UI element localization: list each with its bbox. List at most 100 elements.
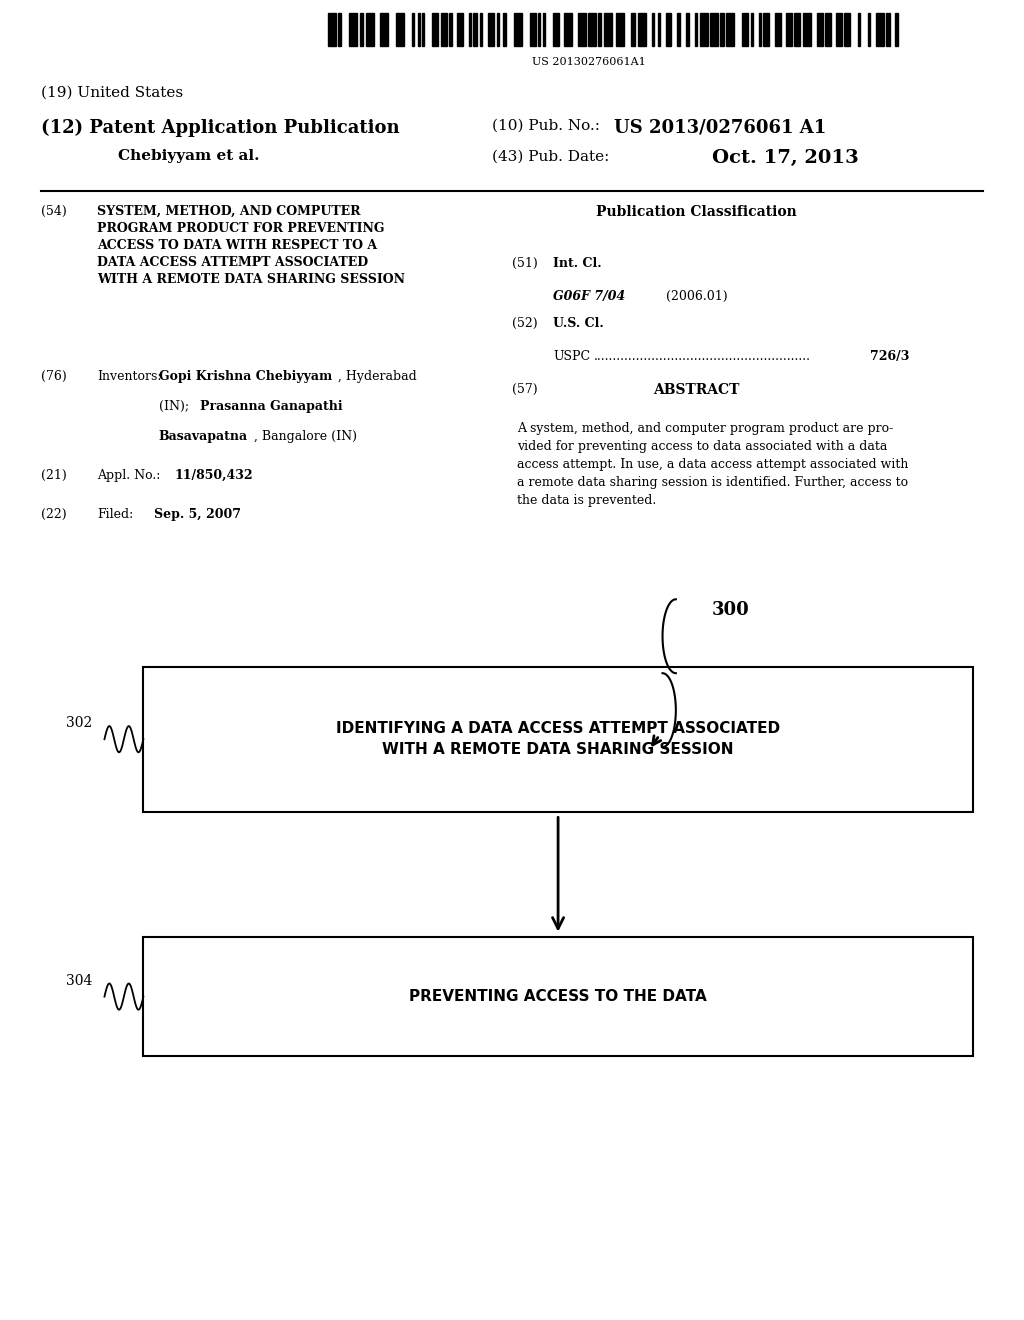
Text: (19) United States: (19) United States — [41, 86, 183, 100]
Text: USPC: USPC — [553, 350, 590, 363]
Bar — [412, 13, 414, 46]
Bar — [530, 13, 536, 46]
Bar — [588, 13, 596, 46]
Bar — [677, 13, 680, 46]
Text: (54): (54) — [41, 205, 67, 218]
Bar — [764, 13, 769, 46]
Text: 300: 300 — [712, 601, 750, 619]
Text: U.S. Cl.: U.S. Cl. — [553, 317, 604, 330]
Text: Int. Cl.: Int. Cl. — [553, 257, 601, 271]
Bar — [868, 13, 870, 46]
Text: US 2013/0276061 A1: US 2013/0276061 A1 — [614, 119, 826, 137]
Text: Filed:: Filed: — [97, 508, 133, 521]
Bar — [759, 13, 761, 46]
Bar — [741, 13, 748, 46]
Bar — [503, 13, 506, 46]
Bar — [604, 13, 612, 46]
Text: (76): (76) — [41, 370, 67, 383]
Bar — [450, 13, 452, 46]
Text: IDENTIFYING A DATA ACCESS ATTEMPT ASSOCIATED
WITH A REMOTE DATA SHARING SESSION: IDENTIFYING A DATA ACCESS ATTEMPT ASSOCI… — [336, 721, 780, 758]
Text: , Hyderabad: , Hyderabad — [338, 370, 417, 383]
Text: (57): (57) — [512, 383, 538, 396]
Bar — [858, 13, 860, 46]
Bar — [328, 13, 336, 46]
Bar — [632, 13, 635, 46]
Bar — [143, 667, 973, 812]
Bar — [539, 13, 541, 46]
Bar — [143, 937, 973, 1056]
Text: (43) Pub. Date:: (43) Pub. Date: — [492, 149, 609, 164]
Bar — [367, 13, 375, 46]
Bar — [695, 13, 697, 46]
Bar — [458, 13, 463, 46]
Bar — [422, 13, 424, 46]
Text: (IN);: (IN); — [159, 400, 193, 413]
Bar — [825, 13, 830, 46]
Text: , Bangalore (IN): , Bangalore (IN) — [254, 430, 357, 444]
Bar — [615, 13, 624, 46]
Text: 304: 304 — [66, 974, 92, 987]
Text: Chebiyyam et al.: Chebiyyam et al. — [118, 149, 259, 164]
Bar — [720, 13, 724, 46]
Text: (10) Pub. No.:: (10) Pub. No.: — [492, 119, 599, 133]
Text: Gopi Krishna Chebiyyam: Gopi Krishna Chebiyyam — [159, 370, 332, 383]
Text: (52): (52) — [512, 317, 538, 330]
Text: ........................................................: ........................................… — [594, 350, 811, 363]
Bar — [751, 13, 754, 46]
Bar — [726, 13, 734, 46]
Bar — [396, 13, 403, 46]
Text: G06F 7/04: G06F 7/04 — [553, 290, 626, 304]
Bar — [441, 13, 447, 46]
Bar — [844, 13, 850, 46]
Text: Basavapatna: Basavapatna — [159, 430, 248, 444]
Bar — [380, 13, 388, 46]
Bar — [786, 13, 792, 46]
Text: A system, method, and computer program product are pro-
vided for preventing acc: A system, method, and computer program p… — [517, 422, 908, 507]
Text: (12) Patent Application Publication: (12) Patent Application Publication — [41, 119, 399, 137]
Text: 11/850,432: 11/850,432 — [174, 469, 253, 482]
Bar — [432, 13, 438, 46]
Text: ABSTRACT: ABSTRACT — [653, 383, 739, 397]
Bar — [564, 13, 572, 46]
Bar — [514, 13, 522, 46]
Bar — [895, 13, 898, 46]
Bar — [480, 13, 482, 46]
Text: (22): (22) — [41, 508, 67, 521]
Bar — [699, 13, 708, 46]
Bar — [553, 13, 559, 46]
Bar — [652, 13, 654, 46]
Bar — [418, 13, 420, 46]
Bar — [598, 13, 601, 46]
Bar — [638, 13, 646, 46]
Text: Publication Classification: Publication Classification — [596, 205, 797, 219]
Bar — [686, 13, 689, 46]
Bar — [578, 13, 586, 46]
Text: (51): (51) — [512, 257, 538, 271]
Bar — [359, 13, 362, 46]
Text: 302: 302 — [66, 717, 92, 730]
Bar — [775, 13, 780, 46]
Bar — [710, 13, 718, 46]
Bar — [887, 13, 890, 46]
Bar — [543, 13, 545, 46]
Bar — [498, 13, 500, 46]
Bar — [488, 13, 494, 46]
Text: Prasanna Ganapathi: Prasanna Ganapathi — [200, 400, 342, 413]
Text: PREVENTING ACCESS TO THE DATA: PREVENTING ACCESS TO THE DATA — [410, 989, 707, 1005]
Bar — [657, 13, 659, 46]
Bar — [817, 13, 822, 46]
Bar — [473, 13, 477, 46]
Text: (21): (21) — [41, 469, 67, 482]
Text: US 20130276061A1: US 20130276061A1 — [531, 57, 646, 67]
Bar — [877, 13, 884, 46]
Bar — [803, 13, 811, 46]
Bar — [469, 13, 471, 46]
Bar — [349, 13, 357, 46]
Text: Inventors:: Inventors: — [97, 370, 162, 383]
Bar — [837, 13, 842, 46]
Text: 726/3: 726/3 — [870, 350, 909, 363]
Bar — [338, 13, 341, 46]
Text: (2006.01): (2006.01) — [666, 290, 727, 304]
Bar — [795, 13, 800, 46]
Text: Appl. No.:: Appl. No.: — [97, 469, 161, 482]
